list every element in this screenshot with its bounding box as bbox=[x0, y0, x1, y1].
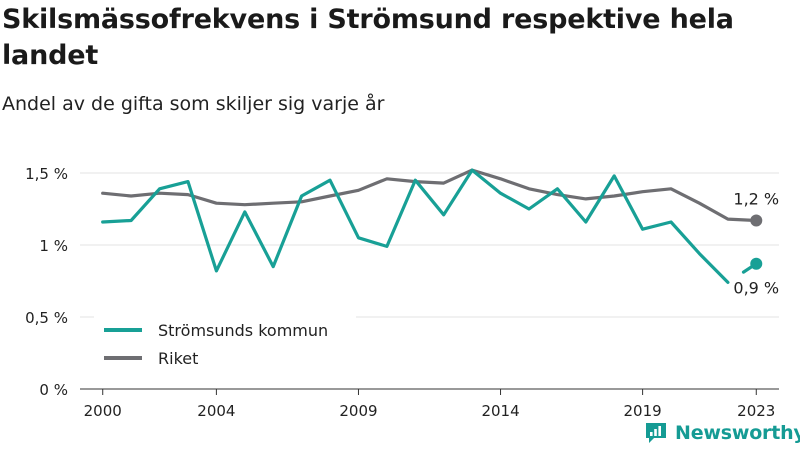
legend-label: Strömsunds kommun bbox=[158, 321, 328, 340]
legend-label: Riket bbox=[158, 349, 198, 368]
x-tick-label: 2019 bbox=[624, 402, 662, 420]
series-line-stromsunds-kommun bbox=[101, 168, 730, 284]
series-end-point-riket bbox=[750, 214, 763, 227]
x-tick-label: 2004 bbox=[197, 402, 235, 420]
end-label-stromsund: 0,9 % bbox=[733, 279, 779, 298]
newsworthy-logo-text: Newsworthy bbox=[675, 422, 800, 444]
series-end-point-stromsunds-kommun bbox=[750, 257, 763, 270]
series-line-riket bbox=[101, 168, 758, 223]
newsworthy-logo: Newsworthy bbox=[643, 419, 800, 447]
x-tick-label: 2000 bbox=[84, 402, 122, 420]
y-tick-label: 1 % bbox=[39, 237, 68, 255]
legend-background bbox=[94, 316, 356, 372]
y-tick-label: 0 % bbox=[39, 381, 68, 399]
y-tick-label: 0,5 % bbox=[25, 309, 68, 327]
chart-subtitle: Andel av de gifta som skiljer sig varje … bbox=[2, 93, 385, 115]
chart-title: Skilsmässofrekvens i Strömsund respektiv… bbox=[2, 4, 734, 71]
end-label-riket: 1,2 % bbox=[733, 190, 779, 209]
x-tick-label: 2009 bbox=[339, 402, 377, 420]
newsworthy-logo-icon bbox=[646, 423, 666, 443]
y-tick-label: 1,5 % bbox=[25, 165, 68, 183]
x-tick-label: 2023 bbox=[737, 402, 775, 420]
x-tick-label: 2014 bbox=[481, 402, 519, 420]
